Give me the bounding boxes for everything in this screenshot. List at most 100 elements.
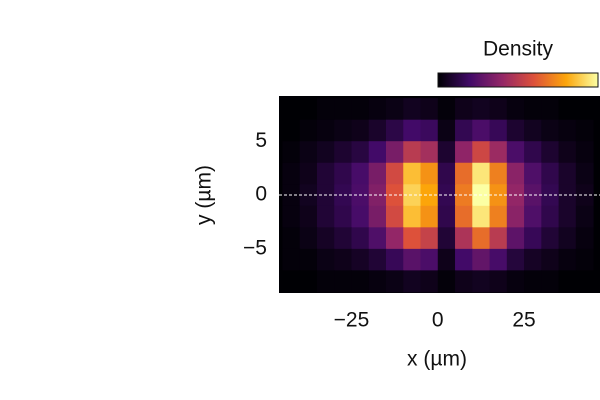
- heatmap-cell: [455, 119, 473, 142]
- heatmap-cell: [368, 162, 387, 185]
- heatmap-cell: [472, 227, 491, 250]
- heatmap-cell: [316, 205, 335, 228]
- heatmap-cell: [420, 248, 439, 271]
- y-tick-label: −5: [243, 236, 267, 259]
- heatmap-cell: [575, 227, 594, 250]
- x-tick-label: 0: [432, 309, 444, 332]
- heatmap-cell: [403, 119, 422, 142]
- heatmap-cell: [524, 205, 542, 228]
- heatmap-cell: [455, 205, 473, 228]
- heatmap-cell: [368, 205, 387, 228]
- heatmap-cell: [541, 205, 560, 228]
- x-tick-label: 25: [512, 309, 535, 332]
- heatmap-cell: [299, 119, 318, 142]
- heatmap-cell: [524, 227, 542, 250]
- heatmap-cell: [316, 162, 335, 185]
- heatmap-cell: [524, 141, 542, 164]
- heatmap-cell: [541, 98, 560, 121]
- heatmap-cell: [472, 141, 491, 164]
- heatmap-cell: [506, 162, 525, 185]
- heatmap-cell: [524, 162, 542, 185]
- heatmap-cell: [506, 270, 525, 293]
- heatmap-cell: [558, 248, 577, 271]
- heatmap-cell: [386, 205, 404, 228]
- heatmap-cell: [316, 98, 335, 121]
- heatmap-cell: [368, 98, 387, 121]
- heatmap-cell: [437, 98, 456, 121]
- heatmap-cell: [420, 141, 439, 164]
- heatmap-cell: [282, 248, 301, 271]
- heatmap-cell: [368, 184, 387, 207]
- heatmap-cell: [472, 98, 491, 121]
- heatmap-cell: [299, 205, 318, 228]
- heatmap-cell: [558, 184, 577, 207]
- heatmap-cell: [420, 205, 439, 228]
- heatmap-cell: [386, 270, 404, 293]
- heatmap-cell: [282, 162, 301, 185]
- heatmap-cell: [420, 270, 439, 293]
- heatmap-cell: [541, 248, 560, 271]
- heatmap-cell: [558, 98, 577, 121]
- y-tick-label: 0: [255, 183, 267, 206]
- heatmap-cell: [316, 119, 335, 142]
- heatmap-cell: [403, 98, 422, 121]
- heatmap-cell: [489, 162, 508, 185]
- heatmap-cell: [489, 141, 508, 164]
- heatmap-cell: [489, 227, 508, 250]
- colorbar-label: Density: [483, 38, 554, 61]
- heatmap-cell: [541, 119, 560, 142]
- heatmap-cell: [368, 270, 387, 293]
- heatmap-cell: [386, 227, 404, 250]
- heatmap-cell: [403, 141, 422, 164]
- heatmap-cell: [472, 270, 491, 293]
- heatmap-cell: [386, 119, 404, 142]
- heatmap-cell: [437, 162, 456, 185]
- heatmap-cell: [524, 184, 542, 207]
- heatmap-cell: [386, 141, 404, 164]
- heatmap-cell: [455, 184, 473, 207]
- heatmap-cell: [403, 227, 422, 250]
- heatmap-cell: [575, 141, 594, 164]
- heatmap-cell: [299, 141, 318, 164]
- heatmap-cell: [351, 141, 370, 164]
- heatmap-cell: [437, 227, 456, 250]
- heatmap-cell: [282, 98, 301, 121]
- x-axis-label: x (µm): [407, 348, 467, 371]
- heatmap-cell: [282, 141, 301, 164]
- heatmap-cell: [558, 141, 577, 164]
- heatmap-cell: [524, 270, 542, 293]
- heatmap-cell: [558, 205, 577, 228]
- heatmap-cell: [437, 270, 456, 293]
- heatmap-cell: [575, 270, 594, 293]
- heatmap-cell: [334, 184, 352, 207]
- heatmap-cell: [455, 270, 473, 293]
- heatmap-cell: [351, 98, 370, 121]
- heatmap-cell: [368, 141, 387, 164]
- heatmap-cell: [575, 205, 594, 228]
- heatmap-cell: [489, 98, 508, 121]
- heatmap-cell: [506, 205, 525, 228]
- heatmap-cell: [351, 119, 370, 142]
- heatmap-cell: [316, 141, 335, 164]
- heatmap-cell: [334, 162, 352, 185]
- heatmap-cell: [368, 227, 387, 250]
- heatmap-cell: [420, 119, 439, 142]
- heatmap-cell: [489, 270, 508, 293]
- heatmap-cell: [334, 270, 352, 293]
- heatmap-cell: [506, 98, 525, 121]
- heatmap-cell: [351, 270, 370, 293]
- heatmap-cell: [334, 205, 352, 228]
- heatmap-cell: [334, 227, 352, 250]
- heatmap-cell: [558, 119, 577, 142]
- heatmap-cell: [282, 119, 301, 142]
- heatmap-cell: [575, 162, 594, 185]
- heatmap-cell: [386, 98, 404, 121]
- heatmap-cell: [403, 184, 422, 207]
- heatmap-cell: [575, 248, 594, 271]
- heatmap-cell: [368, 248, 387, 271]
- heatmap-cell: [489, 119, 508, 142]
- heatmap-cell: [282, 270, 301, 293]
- heatmap-cell: [489, 184, 508, 207]
